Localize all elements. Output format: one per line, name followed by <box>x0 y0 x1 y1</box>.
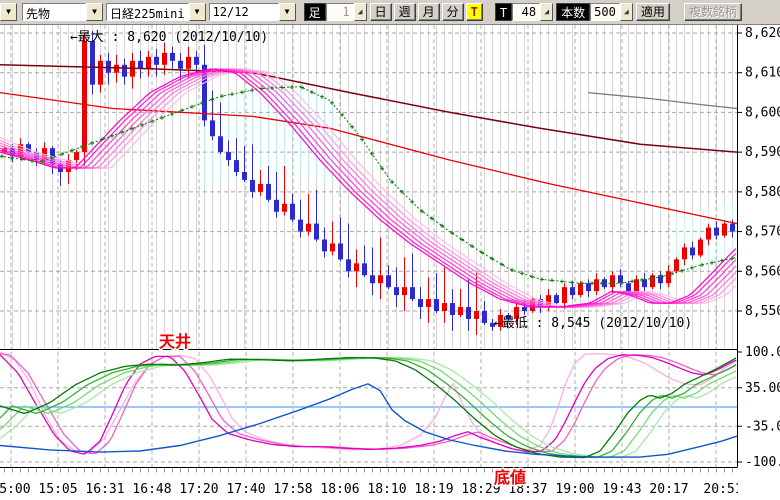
tick-spinner[interactable]: 48 ◢ <box>512 3 554 21</box>
price-tick-label: 8,560 <box>745 264 780 279</box>
period-month-button[interactable]: 月 <box>417 3 440 21</box>
oscillator-lines <box>0 351 738 459</box>
oscillator-tick-label: -35.00 <box>745 419 780 434</box>
cutoff-combo-arrow-icon[interactable]: ▼ <box>0 3 17 21</box>
time-label: 15:05 <box>38 482 77 497</box>
axes: 8,620 8,610 8,600 8,590 8,580 8,570 8,560 8,550… <box>0 25 780 470</box>
oscillator-tick-label: 35.00 <box>745 381 780 396</box>
tick-spinner-value: 48 <box>512 3 541 21</box>
x-axis-labels: 15:00 15:05 16:31 16:48 17:20 17:40 17:58 18:06… <box>0 468 742 497</box>
symbol-combo-arrow-icon[interactable]: ▼ <box>188 3 206 21</box>
contract-combo[interactable]: 12/12 ▼ <box>208 3 296 21</box>
price-oscillator-chart[interactable]: 8,620 8,610 8,600 8,590 8,580 8,570 8,560 8,550… <box>0 24 780 500</box>
period-week-button[interactable]: 週 <box>393 3 416 21</box>
bar-interval-value: 1 <box>325 3 354 21</box>
market-combo-value: 先物 <box>22 3 86 21</box>
oscillator-tick-label: 100.00 <box>745 345 780 360</box>
max-price-annotation: ←最大 : 8,620 (2012/10/10) <box>70 30 268 45</box>
time-label: 17:20 <box>179 482 218 497</box>
oscillator-tick-label: -100.00 <box>745 455 780 470</box>
price-tick-label: 8,590 <box>745 145 780 160</box>
count-spinner[interactable]: 500 ◢ <box>590 3 633 21</box>
candlesticks <box>2 31 735 335</box>
period-tick-button[interactable]: T <box>465 3 483 21</box>
time-label: 17:58 <box>273 482 312 497</box>
time-label: 19:43 <box>602 482 641 497</box>
price-tick-label: 8,620 <box>745 26 780 41</box>
time-label: 16:31 <box>85 482 124 497</box>
bar-interval-spinner[interactable]: 1 ◢ <box>325 3 367 21</box>
cyan-hatch-band <box>204 86 733 273</box>
annotations: ←最大 : 8,620 (2012/10/10) ←最低 : 8,545 (201… <box>70 30 692 489</box>
spinner-grip-icon[interactable]: ◢ <box>353 3 367 21</box>
toolbar: ▼ 先物 ▼ 日経225mini ▼ 12/12 ▼ 足 1 ◢ 日 週 月 分… <box>0 0 780 25</box>
green-dotted-ma <box>0 85 738 286</box>
price-tick-label: 8,570 <box>745 225 780 240</box>
dashed-gridlines <box>0 25 737 468</box>
time-label: 18:37 <box>508 482 547 497</box>
time-label: 15:00 <box>0 482 31 497</box>
spinner-grip-icon[interactable]: ◢ <box>619 3 633 21</box>
price-tick-label: 8,550 <box>745 304 780 319</box>
spinner-grip-icon[interactable]: ◢ <box>540 3 554 21</box>
market-combo[interactable]: 先物 ▼ <box>22 3 103 21</box>
ceiling-label: 天井 <box>159 332 191 351</box>
symbol-combo[interactable]: 日経225mini ▼ <box>106 3 206 21</box>
contract-combo-value: 12/12 <box>208 3 279 21</box>
count-chip: 本数 <box>556 3 591 21</box>
min-price-annotation: ←最低 : 8,545 (2012/10/10) <box>494 316 692 331</box>
time-label: 20:17 <box>649 482 688 497</box>
price-tick-label: 8,580 <box>745 185 780 200</box>
period-day-button[interactable]: 日 <box>369 3 392 21</box>
time-label: 18:06 <box>320 482 359 497</box>
time-label: 17:40 <box>226 482 265 497</box>
ema-ribbon <box>0 68 737 308</box>
period-minute-button[interactable]: 分 <box>441 3 464 21</box>
price-tick-label: 8,610 <box>745 66 780 81</box>
bar-type-chip: 足 <box>303 3 326 21</box>
price-tick-label: 8,600 <box>745 105 780 120</box>
tick-chip: T <box>494 3 513 21</box>
time-label: 18:29 <box>461 482 500 497</box>
time-label: 18:10 <box>367 482 406 497</box>
time-label: 16:48 <box>132 482 171 497</box>
time-label: 18:19 <box>414 482 453 497</box>
multi-symbol-button[interactable]: 複数銘柄 <box>683 3 742 21</box>
symbol-combo-value: 日経225mini <box>106 3 189 21</box>
moving-averages <box>0 64 738 225</box>
count-spinner-value: 500 <box>590 3 620 21</box>
time-label: 19:00 <box>555 482 594 497</box>
time-label: 20:51 <box>703 482 742 497</box>
apply-button[interactable]: 適用 <box>635 3 670 21</box>
market-combo-arrow-icon[interactable]: ▼ <box>86 3 103 21</box>
floor-label: 底値 <box>494 468 526 487</box>
contract-combo-arrow-icon[interactable]: ▼ <box>278 3 296 21</box>
